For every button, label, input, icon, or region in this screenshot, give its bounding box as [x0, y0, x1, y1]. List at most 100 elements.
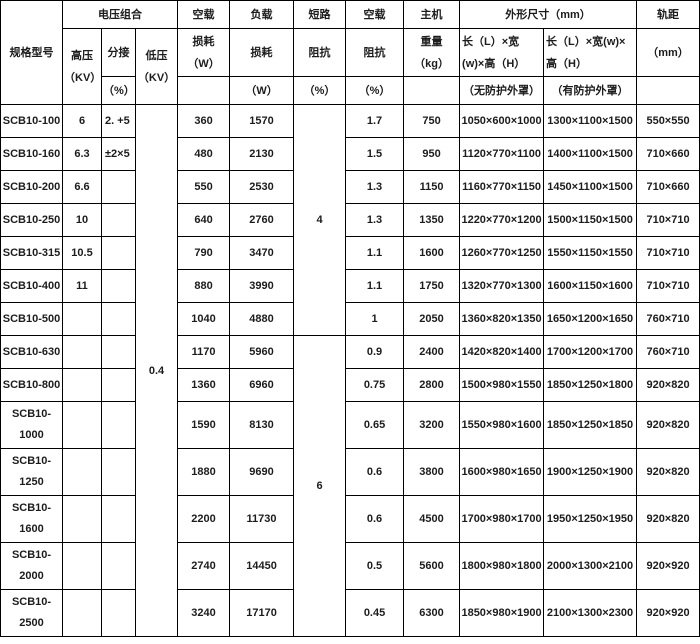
cell-no-load-loss: 3240: [177, 589, 231, 637]
cell-gauge: 550×550: [636, 104, 700, 138]
cell-hv: [62, 335, 102, 369]
cell-load-loss: 11730: [229, 495, 295, 543]
cell-weight: 2800: [403, 368, 461, 402]
cell-gauge: 920×920: [636, 589, 700, 637]
cell-dim-enclosed: 1450×1100×1500: [543, 170, 638, 204]
header-weight: 重量 （kg）: [403, 28, 461, 77]
cell-model: SCB10- 1250: [0, 448, 63, 496]
cell-no-load-impedance: 0.45: [345, 589, 405, 637]
cell-no-load-impedance: 0.75: [345, 368, 405, 402]
cell-hv: [62, 448, 102, 496]
cell-gauge: 710×660: [636, 137, 700, 171]
cell-no-load-loss: 2740: [177, 542, 231, 590]
cell-weight: 4500: [403, 495, 461, 543]
header-no-load-loss: 损耗 （W）: [177, 28, 231, 77]
cell-weight: 3200: [403, 401, 461, 449]
cell-tap: [101, 236, 136, 270]
cell-hv: [62, 302, 102, 336]
cell-load-loss: 4880: [229, 302, 295, 336]
table-row: SCB10-630 1170 5960 6 0.9 2400 1420×820×1400 17…: [0, 335, 700, 637]
cell-weight: 6300: [403, 589, 461, 637]
header-load-loss: 损耗: [229, 28, 295, 77]
cell-no-load-loss: 480: [177, 137, 231, 171]
cell-hv: 6.6: [62, 170, 102, 204]
cell-weight: 1750: [403, 269, 461, 303]
cell-no-load-loss: 1360: [177, 368, 231, 402]
cell-no-load-impedance: 0.5: [345, 542, 405, 590]
cell-weight: 1600: [403, 236, 461, 270]
header-sc-impedance-unit: （%）: [293, 76, 347, 105]
cell-model: SCB10-100: [0, 104, 63, 138]
cell-no-load-impedance: 1: [345, 302, 405, 336]
header-sc-impedance: 阻抗: [293, 28, 347, 77]
table-row: SCB10- 1600 2200 11730 0.6 4500 1700×980×1700…: [0, 495, 700, 543]
cell-hv: [62, 368, 102, 402]
cell-load-loss: 3470: [229, 236, 295, 270]
cell-model: SCB10-200: [0, 170, 63, 204]
cell-no-load-impedance: 0.65: [345, 401, 405, 449]
cell-hv: 6.3: [62, 137, 102, 171]
header-gauge: 轨距: [636, 0, 700, 29]
cell-dim-bare: 1600×980×1650: [459, 448, 545, 496]
header-dim-label-enclosed: 长（L）×宽(w)×高（H）: [543, 28, 638, 77]
cell-model: SCB10- 2000: [0, 542, 63, 590]
header-dim-note-enclosed: （有防护外罩）: [543, 76, 638, 105]
cell-weight: 5600: [403, 542, 461, 590]
cell-no-load-loss: 640: [177, 203, 231, 237]
table-row: SCB10- 2500 3240 17170 0.45 6300 1850×980×190…: [0, 589, 700, 637]
cell-dim-enclosed: 2100×1300×2300: [543, 589, 638, 637]
cell-dim-enclosed: 1600×1150×1600: [543, 269, 638, 303]
cell-tap: [101, 589, 136, 637]
cell-no-load-impedance: 1.1: [345, 236, 405, 270]
cell-load-loss: 5960: [229, 335, 295, 369]
cell-hv: [62, 401, 102, 449]
cell-dim-enclosed: 1400×1100×1500: [543, 137, 638, 171]
cell-dim-enclosed: 1650×1200×1650: [543, 302, 638, 336]
cell-dim-bare: 1220×770×1200: [459, 203, 545, 237]
cell-tap: ±2×5: [101, 137, 136, 171]
cell-dim-bare: 1700×980×1700: [459, 495, 545, 543]
cell-model: SCB10-315: [0, 236, 63, 270]
cell-weight: 1150: [403, 170, 461, 204]
cell-model: SCB10-800: [0, 368, 63, 402]
cell-gauge: 920×820: [636, 401, 700, 449]
header-short-circuit: 短路: [293, 0, 347, 29]
header-hv: 高压 （KV）: [62, 28, 102, 105]
cell-no-load-impedance: 1.7: [345, 104, 405, 138]
cell-load-loss: 3990: [229, 269, 295, 303]
cell-model: SCB10- 2500: [0, 589, 63, 637]
cell-hv: [62, 495, 102, 543]
header-nl-impedance: 阻抗: [345, 28, 405, 77]
table-row: SCB10-400 11 880 3990 1.1 1750 1320×770×1300 16…: [0, 269, 700, 303]
cell-dim-bare: 1850×980×1900: [459, 589, 545, 637]
cell-dim-bare: 1800×980×1800: [459, 542, 545, 590]
cell-tap: [101, 170, 136, 204]
header-row-3: （%） （W） （%） （%） （无防护外罩） （有防护外罩）: [1, 76, 700, 105]
cell-short-circuit-merged: 6: [293, 335, 347, 637]
cell-no-load-loss: 360: [177, 104, 231, 138]
cell-weight: 750: [403, 104, 461, 138]
cell-no-load-loss: 880: [177, 269, 231, 303]
cell-no-load-loss: 1040: [177, 302, 231, 336]
header-gauge-unit: （mm）: [636, 28, 700, 77]
cell-dim-enclosed: 2000×1300×2100: [543, 542, 638, 590]
header-host: 主机: [403, 0, 461, 29]
header-row-1: 规格型号 电压组合 空载 负载 短路 空载 主机 外形尺寸（mm） 轨距: [0, 0, 700, 105]
cell-dim-bare: 1260×770×1250: [459, 236, 545, 270]
header-voltage-combo: 电压组合: [61, 0, 179, 29]
table-header: 规格型号 电压组合 空载 负载 短路 空载 主机 外形尺寸（mm） 轨距 高压 …: [0, 0, 700, 105]
cell-tap: 2. +5: [101, 104, 136, 138]
cell-no-load-impedance: 0.6: [345, 495, 405, 543]
cell-dim-enclosed: 1700×1200×1700: [543, 335, 638, 369]
cell-no-load-loss: 1590: [177, 401, 231, 449]
cell-no-load-loss: 790: [177, 236, 231, 270]
cell-weight: 3800: [403, 448, 461, 496]
cell-gauge: 710×710: [636, 203, 700, 237]
table-row: SCB10- 1250 1880 9690 0.6 3800 1600×980×1650 1…: [0, 448, 700, 496]
header-load-loss-unit: （W）: [229, 76, 295, 105]
cell-dim-bare: 1120×770×1100: [459, 137, 545, 171]
cell-short-circuit-merged: 4: [293, 104, 347, 336]
cell-gauge: 760×710: [636, 335, 700, 369]
cell-dim-bare: 1160×770×1150: [459, 170, 545, 204]
